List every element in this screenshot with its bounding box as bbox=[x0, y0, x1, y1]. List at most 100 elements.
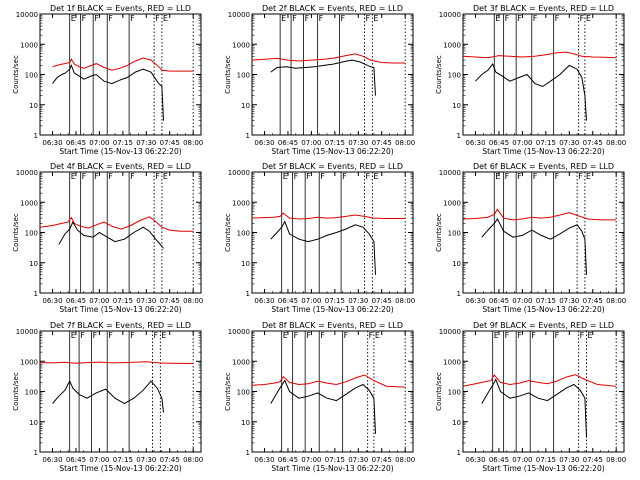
y-tick-label: 1 bbox=[34, 449, 38, 457]
y-tick-label: 10 bbox=[241, 419, 250, 427]
y-tick-label: 10 bbox=[29, 102, 38, 110]
x-axis-label: Start Time (15-Nov-13 06:22:20) bbox=[59, 147, 181, 156]
y-axis-label: Counts/sec bbox=[12, 55, 20, 94]
y-axis-label: Counts/sec bbox=[224, 213, 232, 252]
x-tick-label: 08:00 bbox=[606, 139, 626, 147]
panel-det-8f: Det 8f BLACK = Events, RED = LLD 1 10 100 10… bbox=[224, 321, 415, 473]
marker-annotation: F bbox=[533, 172, 538, 181]
y-tick-label: 1000 bbox=[232, 199, 250, 207]
y-tick-label: 10 bbox=[241, 102, 250, 110]
x-tick-label: 07:00 bbox=[301, 139, 321, 147]
marker-annotation: E bbox=[283, 172, 288, 181]
y-tick-label: 1000 bbox=[232, 41, 250, 49]
x-axis-label: Start Time (15-Nov-13 06:22:20) bbox=[271, 464, 393, 473]
x-tick-label: 07:45 bbox=[372, 139, 392, 147]
x-axis-label: Start Time (15-Nov-13 06:22:20) bbox=[482, 147, 604, 156]
marker-annotation: F bbox=[505, 14, 510, 23]
marker-annotation: F bbox=[344, 331, 349, 340]
x-tick-label: 08:00 bbox=[183, 297, 203, 305]
y-tick-label: 10000 bbox=[439, 11, 461, 19]
x-tick-label: 07:45 bbox=[372, 297, 392, 305]
marker-annotation: F bbox=[82, 14, 87, 23]
x-tick-label: 07:15 bbox=[325, 456, 345, 464]
marker-annotation: F bbox=[82, 172, 87, 181]
x-tick-label: 07:45 bbox=[583, 139, 603, 147]
x-tick-label: 07:30 bbox=[136, 139, 156, 147]
x-tick-label: 06:45 bbox=[489, 297, 509, 305]
series-lld-line bbox=[462, 208, 617, 221]
marker-annotation: F bbox=[155, 14, 160, 23]
x-tick-label: 07:15 bbox=[536, 297, 556, 305]
y-tick-label: 100 bbox=[237, 72, 250, 80]
y-axis-label: Counts/sec bbox=[12, 372, 20, 411]
panel-title: Det 2f BLACK = Events, RED = LLD bbox=[262, 4, 403, 13]
series-events-line bbox=[52, 379, 164, 413]
marker-annotation: F bbox=[306, 172, 311, 181]
marker-annotation: F bbox=[94, 172, 99, 181]
x-tick-label: 07:00 bbox=[512, 456, 532, 464]
y-tick-label: 10000 bbox=[228, 328, 250, 336]
x-tick-label: 07:00 bbox=[512, 297, 532, 305]
y-tick-label: 1000 bbox=[20, 358, 38, 366]
marker-annotation: E bbox=[161, 331, 166, 340]
marker-annotation: E bbox=[373, 14, 378, 23]
x-tick-label: 06:30 bbox=[254, 456, 274, 464]
x-tick-label: 07:00 bbox=[301, 297, 321, 305]
panel-det-7f: Det 7f BLACK = Events, RED = LLD 1 10 100 10… bbox=[12, 321, 203, 473]
marker-annotation: F bbox=[320, 331, 325, 340]
y-tick-label: 1000 bbox=[20, 41, 38, 49]
x-tick-label: 06:30 bbox=[465, 297, 485, 305]
marker-annotation: F bbox=[578, 172, 583, 181]
series-lld-line bbox=[251, 53, 406, 64]
y-tick-label: 1000 bbox=[232, 358, 250, 366]
y-tick-label: 100 bbox=[25, 72, 38, 80]
x-axis-label: Start Time (15-Nov-13 06:22:20) bbox=[482, 305, 604, 314]
x-tick-label: 06:30 bbox=[42, 139, 62, 147]
marker-annotation: E bbox=[71, 172, 76, 181]
marker-annotation: F bbox=[94, 14, 99, 23]
y-tick-label: 10 bbox=[29, 260, 38, 268]
marker-annotation: E bbox=[375, 331, 380, 340]
marker-annotation: E bbox=[586, 14, 591, 23]
y-tick-label: 10000 bbox=[439, 328, 461, 336]
y-tick-label: 1 bbox=[457, 449, 461, 457]
series-lld-line bbox=[39, 361, 194, 364]
y-tick-label: 10 bbox=[452, 102, 461, 110]
marker-annotation: E bbox=[495, 172, 500, 181]
y-tick-label: 10000 bbox=[16, 328, 38, 336]
x-tick-label: 07:00 bbox=[89, 139, 109, 147]
x-tick-label: 07:15 bbox=[536, 456, 556, 464]
panel-title: Det 1f BLACK = Events, RED = LLD bbox=[50, 4, 191, 13]
x-tick-label: 07:15 bbox=[536, 139, 556, 147]
series-events-line bbox=[270, 379, 376, 434]
y-tick-label: 1 bbox=[246, 132, 250, 140]
x-tick-label: 07:30 bbox=[348, 139, 368, 147]
series-lld-line bbox=[251, 212, 406, 220]
x-tick-label: 08:00 bbox=[183, 456, 203, 464]
y-tick-label: 1000 bbox=[20, 199, 38, 207]
x-axis-label: Start Time (15-Nov-13 06:22:20) bbox=[271, 147, 393, 156]
panel-det-9f: Det 9f BLACK = Events, RED = LLD 1 10 100 10… bbox=[435, 321, 626, 473]
y-tick-label: 1 bbox=[34, 290, 38, 298]
y-tick-label: 10000 bbox=[228, 11, 250, 19]
y-tick-label: 1 bbox=[34, 132, 38, 140]
y-tick-label: 10 bbox=[29, 419, 38, 427]
x-tick-label: 07:45 bbox=[583, 297, 603, 305]
x-tick-label: 08:00 bbox=[395, 297, 415, 305]
x-tick-label: 08:00 bbox=[395, 456, 415, 464]
y-tick-label: 100 bbox=[25, 389, 38, 397]
x-tick-label: 06:45 bbox=[66, 456, 86, 464]
marker-annotation: E bbox=[163, 14, 168, 23]
x-tick-label: 08:00 bbox=[606, 456, 626, 464]
x-tick-label: 07:30 bbox=[136, 456, 156, 464]
x-tick-label: 06:45 bbox=[278, 297, 298, 305]
panel-title: Det 4f BLACK = Events, RED = LLD bbox=[50, 162, 191, 171]
marker-annotation: F bbox=[306, 331, 311, 340]
series-events-line bbox=[58, 221, 164, 249]
series-lld-line bbox=[462, 374, 617, 387]
series-lld-line bbox=[462, 51, 617, 59]
x-tick-label: 07:45 bbox=[160, 456, 180, 464]
panel-det-3f: Det 3f BLACK = Events, RED = LLD 1 10 100 10… bbox=[435, 4, 626, 156]
marker-annotation: F bbox=[517, 331, 522, 340]
x-tick-label: 08:00 bbox=[183, 139, 203, 147]
